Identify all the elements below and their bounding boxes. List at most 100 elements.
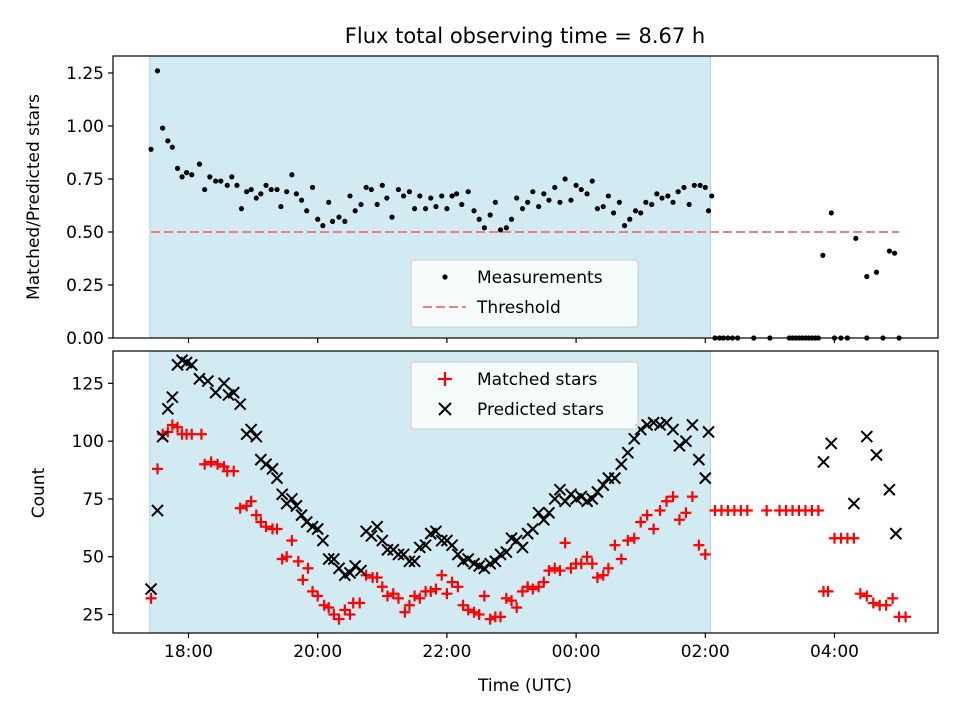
bottom-predicted-stars-point: [403, 555, 416, 568]
top-measurements-point: [828, 210, 834, 216]
bottom-matched-stars-point: [597, 569, 609, 581]
bottom-matched-stars-point: [392, 592, 404, 604]
top-measurements-point: [691, 182, 697, 188]
top-measurements-point: [379, 182, 385, 188]
top-measurements-point: [347, 193, 353, 199]
top-measurements-point: [238, 206, 245, 212]
bottom-y-tick-label: 25: [82, 606, 104, 626]
bottom-predicted-stars-point: [322, 552, 335, 566]
top-measurements-point: [709, 193, 715, 199]
top-measurements-point: [519, 206, 526, 212]
top-measurements-point: [169, 144, 175, 150]
bottom-matched-stars-point: [484, 613, 496, 625]
bottom-matched-stars-point: [549, 562, 561, 574]
top-measurements-point: [853, 235, 859, 241]
bottom-predicted-stars-point: [217, 377, 231, 390]
bottom-predicted-stars-point: [451, 548, 465, 561]
bottom-predicted-stars-point: [354, 564, 368, 577]
bottom-matched-stars-point: [425, 585, 437, 597]
top-measurements-point: [546, 197, 552, 203]
top-measurements-point: [412, 206, 418, 212]
top-measurements-point: [433, 203, 439, 210]
bottom-matched-stars-point: [822, 585, 834, 597]
top-measurements-point: [492, 199, 498, 205]
top-measurements-point: [530, 189, 536, 195]
bottom-matched-stars-point: [286, 535, 298, 547]
bottom-matched-stars-point: [250, 509, 262, 521]
top-measurements-point: [665, 193, 671, 199]
bottom-matched-stars-point: [848, 532, 860, 544]
top-measurements-point: [702, 184, 708, 191]
top-measurements-point: [439, 193, 445, 199]
top-measurements-point: [584, 191, 590, 197]
legend-matched-label: Matched stars: [477, 370, 597, 390]
top-measurements-point: [358, 201, 364, 208]
bottom-x-tick-label: 00:00: [552, 642, 601, 662]
bottom-matched-stars-point: [500, 592, 512, 604]
bottom-predicted-stars-point: [445, 538, 459, 552]
bottom-legend-box: [410, 361, 639, 430]
bottom-predicted-stars-point: [516, 541, 529, 554]
bottom-matched-stars-point: [812, 504, 824, 516]
top-measurements-point: [189, 172, 195, 178]
bottom-y-axis-label: Count: [29, 467, 49, 518]
bottom-matched-stars-point: [602, 562, 614, 574]
bottom-matched-stars-point: [527, 583, 539, 595]
top-measurements-point: [670, 199, 676, 205]
bottom-matched-stars-point: [260, 521, 272, 533]
top-y-tick-label: 1.00: [66, 117, 104, 137]
top-measurements-point: [289, 172, 295, 178]
bottom-matched-stars-point: [654, 504, 666, 516]
top-measurements-point: [309, 184, 316, 191]
legend-matched-marker: [438, 372, 452, 386]
top-measurements-point: [363, 184, 369, 191]
bottom-predicted-stars-point: [290, 499, 303, 513]
top-measurements-point: [476, 216, 482, 222]
top-measurements-point: [536, 203, 542, 210]
top-measurements-point: [487, 212, 493, 218]
top-measurements-point: [207, 174, 213, 180]
top-measurements-point: [873, 269, 880, 275]
bottom-predicted-stars-point: [870, 448, 883, 462]
top-panel: 0.00 0.25 0.50 0.75 1.00 1.25 Matched/Predict…: [24, 55, 939, 349]
bottom-predicted-stars-point: [275, 488, 289, 501]
bottom-matched-stars-point: [686, 491, 698, 503]
bottom-matched-stars-point: [522, 581, 534, 593]
top-measurements-point: [304, 208, 310, 214]
bottom-matched-stars-point: [228, 465, 240, 477]
bottom-predicted-stars-point: [408, 555, 421, 568]
bottom-matched-stars-point: [586, 558, 598, 570]
top-measurements-point: [244, 189, 250, 195]
bottom-matched-stars-point: [414, 592, 426, 604]
top-measurements-point: [329, 218, 336, 224]
bottom-matched-stars-point: [628, 532, 640, 544]
top-y-tick-label: 0.75: [66, 170, 104, 190]
bottom-predicted-stars-point: [295, 508, 308, 522]
top-plot-frame: [112, 55, 939, 339]
top-measurements-point: [573, 182, 579, 188]
top-measurements-point: [248, 186, 254, 193]
bottom-matched-stars-point: [880, 599, 892, 611]
bottom-predicted-stars-point: [889, 527, 903, 540]
top-measurements-point: [600, 203, 606, 210]
top-measurements-point: [820, 252, 826, 258]
bottom-x-tick-label: 04:00: [810, 642, 859, 662]
top-y-tick-label: 0.50: [66, 223, 104, 243]
bottom-predicted-stars-point: [666, 423, 680, 436]
bottom-predicted-stars-point: [270, 471, 284, 485]
legend-measurements-label: Measurements: [477, 268, 603, 288]
bottom-matched-stars-point: [371, 572, 383, 584]
top-measurements-point: [179, 174, 185, 180]
top-measurements-point: [541, 191, 547, 197]
bottom-matched-stars-point: [399, 606, 411, 618]
bottom-legend: Matched stars Predicted stars: [410, 361, 639, 430]
top-measurements-point: [444, 206, 450, 212]
bottom-matched-stars-point: [409, 590, 421, 602]
bottom-matched-stars-point: [354, 597, 366, 609]
top-measurements-point: [278, 203, 284, 210]
top-measurements-point: [213, 178, 219, 184]
top-measurements-point: [594, 206, 601, 212]
bottom-predicted-stars-point: [156, 430, 169, 443]
top-legend-box: [410, 259, 639, 328]
